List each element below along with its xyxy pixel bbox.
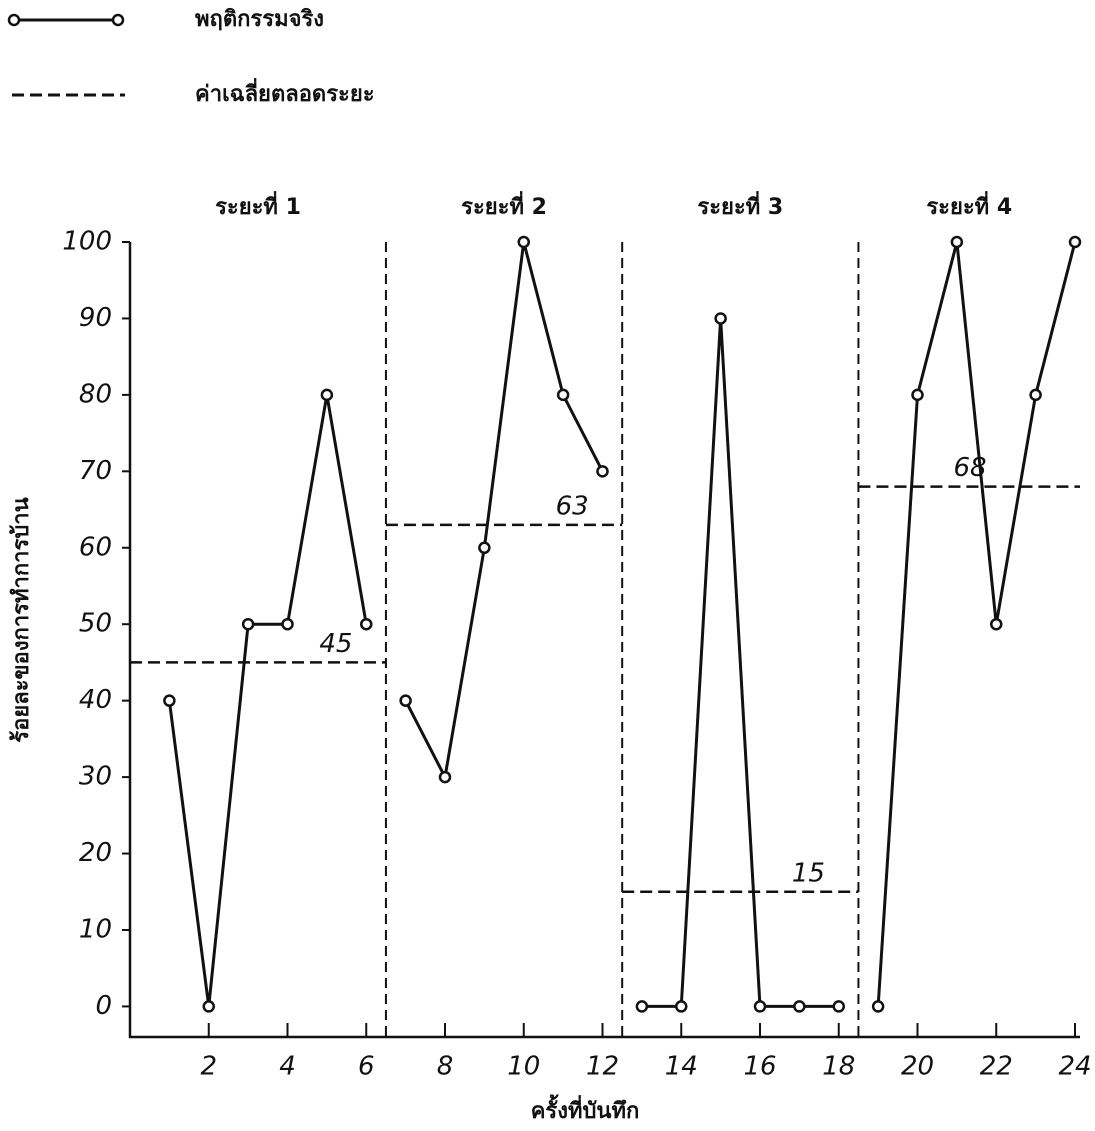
data-line [876, 241, 1077, 1007]
phase-label: ระยะที่ 1 [215, 190, 301, 220]
x-tick-label: 6 [358, 1052, 375, 1082]
data-point [675, 1000, 688, 1013]
data-point [556, 388, 570, 402]
axes [128, 242, 1080, 1039]
x-tick-label: 4 [279, 1052, 296, 1082]
data-point [753, 1000, 767, 1013]
y-tick-label: 10 [79, 914, 112, 944]
data-point [320, 388, 334, 402]
x-tick-label: 16 [743, 1052, 776, 1082]
data-point [950, 235, 964, 249]
data-line [167, 394, 368, 1007]
x-tick-label: 14 [665, 1052, 698, 1082]
x-tick-label: 2 [200, 1052, 217, 1082]
mean-label: 45 [319, 629, 352, 659]
x-tick-label: 12 [586, 1052, 619, 1082]
data-point [1068, 235, 1082, 249]
data-point [202, 1000, 215, 1013]
y-tick-label: 70 [79, 456, 112, 486]
data-point [360, 617, 373, 631]
data-point [1029, 388, 1042, 402]
x-tick-label: 10 [507, 1052, 540, 1082]
y-tick-label: 100 [62, 227, 112, 257]
legend-dot [7, 13, 21, 27]
data-point [241, 617, 255, 631]
data-point [635, 1000, 649, 1013]
y-tick-label: 40 [79, 685, 112, 715]
data-point [281, 617, 294, 631]
phase-label: ระยะที่ 2 [461, 190, 547, 220]
data-point [438, 770, 452, 784]
x-tick-label: 18 [822, 1052, 855, 1082]
phase-label: ระยะที่ 4 [926, 190, 1012, 220]
x-tick-label: 22 [980, 1052, 1013, 1082]
data-point [478, 541, 491, 555]
y-tick-label: 50 [79, 609, 112, 639]
legend-dot [111, 13, 125, 27]
data-point [163, 694, 176, 707]
x-axis-label: ครั้งที่บันทึก [531, 1094, 640, 1124]
y-tick-label: 80 [79, 379, 112, 409]
data-point [399, 694, 412, 707]
y-axis-label: ร้อยละของการทำการบ้าน [9, 497, 34, 742]
y-tick-label: 30 [79, 762, 112, 792]
data-point [871, 1000, 885, 1013]
legend-actual: พฤติกรรมจริง [195, 7, 324, 32]
y-tick-label: 90 [79, 303, 112, 333]
y-tick-label: 60 [79, 532, 112, 562]
x-tick-label: 24 [1058, 1052, 1091, 1082]
data-point [714, 312, 727, 325]
legend-mean: ค่าเฉลี่ยตลอดระยะ [195, 77, 375, 107]
x-tick-label: 20 [901, 1052, 934, 1082]
mean-label: 15 [792, 858, 825, 888]
data-point [990, 617, 1003, 631]
data-point [596, 465, 609, 478]
data-point [793, 1000, 806, 1013]
data-line [404, 241, 604, 782]
mean-label: 63 [556, 491, 589, 521]
data-point [517, 235, 530, 249]
data-point [832, 1000, 845, 1013]
phase-label: ระยะที่ 3 [697, 190, 783, 220]
y-tick-label: 20 [79, 838, 112, 868]
data-point [911, 388, 924, 402]
x-tick-label: 8 [437, 1052, 454, 1082]
data-line [641, 318, 839, 1008]
y-tick-label: 0 [95, 991, 112, 1021]
